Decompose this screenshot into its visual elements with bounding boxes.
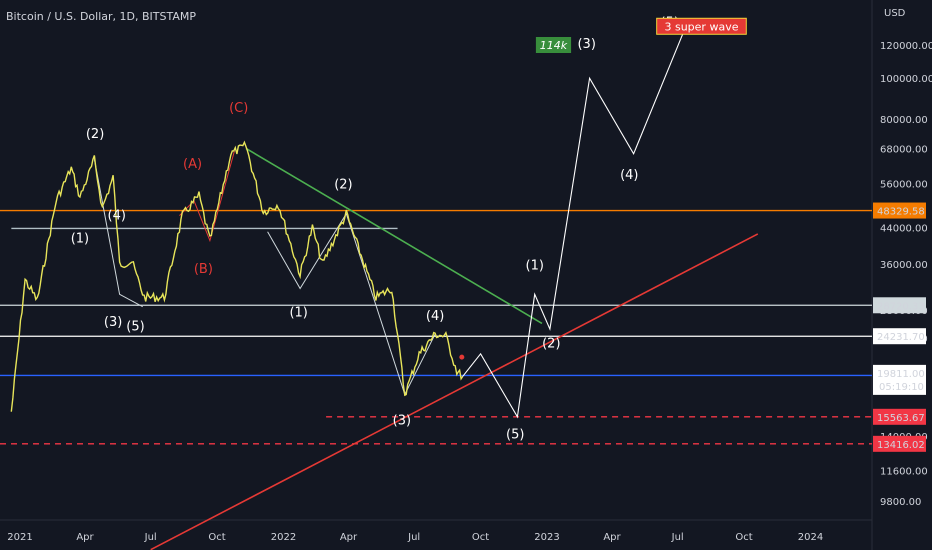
time-tick-7: Oct [472, 532, 489, 543]
wave-line-1 [179, 150, 235, 243]
time-tick-10: Jul [671, 532, 684, 543]
price-axis-unit: USD [884, 8, 906, 19]
wave-line-2 [267, 212, 436, 396]
wave-label-3: (3) [104, 315, 122, 330]
wave-label-12: (5) [506, 428, 524, 443]
wave-label-9: (1) [289, 306, 307, 321]
time-tick-6: Jul [407, 532, 420, 543]
time-tick-2: Jul [144, 532, 157, 543]
price-tick-6: 36000.00 [880, 260, 928, 271]
price-tick-2: 80000.00 [880, 115, 928, 126]
wave-label-16: (4) [620, 168, 638, 183]
price-axis-panel [872, 0, 932, 550]
price-series-line [10, 140, 464, 412]
wave-label-10: (4) [426, 309, 444, 324]
level-label-0: 48329.58 [877, 207, 925, 218]
price-tick-5: 44000.00 [880, 224, 928, 235]
trendline-0 [150, 233, 759, 550]
badge-label-0: 114k [540, 39, 568, 52]
wave-label-0: (2) [86, 127, 104, 142]
level-label-bg-3 [873, 328, 926, 345]
level-label-bg-5 [873, 408, 926, 425]
price-tick-0: 120000.00 [880, 41, 932, 52]
current-price-countdown: 05:19:10 [879, 382, 924, 393]
price-tick-1: 100000.00 [880, 74, 932, 85]
time-tick-9: Apr [603, 532, 621, 543]
time-tick-8: 2023 [534, 532, 559, 543]
badge-bg-1 [656, 17, 747, 35]
level-label-bg-0 [873, 202, 926, 219]
wave-label-7: (C) [229, 101, 248, 116]
current-price-label: 19811.00 [877, 369, 925, 380]
wave-label-5: (A) [183, 157, 202, 172]
price-tick-12: 9800.00 [880, 497, 921, 508]
projection-line [462, 30, 685, 419]
level-label-6: 13416.02 [877, 440, 925, 451]
level-label-2: 28720.33 [877, 301, 925, 312]
wave-label-8: (2) [334, 178, 352, 193]
wave-label-6: (B) [194, 262, 213, 277]
wave-label-11: (3) [393, 414, 411, 429]
time-tick-4: 2022 [271, 532, 296, 543]
current-price-bg [873, 364, 926, 395]
price-tick-11: 11600.00 [880, 466, 928, 477]
level-label-bg-6 [873, 435, 926, 452]
time-tick-0: 2021 [7, 532, 32, 543]
trendline-1 [245, 147, 543, 325]
time-tick-11: Oct [735, 532, 752, 543]
wave-label-15: (3) [577, 37, 595, 52]
time-tick-3: Oct [208, 532, 225, 543]
wave-label-4: (5) [126, 320, 144, 335]
wave-label-1: (1) [71, 232, 89, 247]
price-tick-3: 68000.00 [880, 144, 928, 155]
badge-label-1: 3 super wave [664, 20, 738, 33]
marker-dot [459, 354, 465, 360]
time-tick-5: Apr [340, 532, 358, 543]
level-label-bg-2 [873, 297, 926, 314]
wave-line-0 [93, 159, 143, 308]
time-tick-1: Apr [76, 532, 94, 543]
time-tick-12: 2024 [798, 532, 823, 543]
price-tick-4: 56000.00 [880, 180, 928, 191]
badge-bg-0 [535, 37, 572, 53]
level-label-3: 24231.70 [877, 332, 925, 343]
chart-title: Bitcoin / U.S. Dollar, 1D, BITSTAMP [6, 10, 196, 23]
wave-label-14: (2) [542, 336, 560, 351]
wave-label-2: (4) [108, 209, 126, 224]
level-label-5: 15563.67 [877, 413, 925, 424]
wave-label-13: (1) [526, 258, 544, 273]
